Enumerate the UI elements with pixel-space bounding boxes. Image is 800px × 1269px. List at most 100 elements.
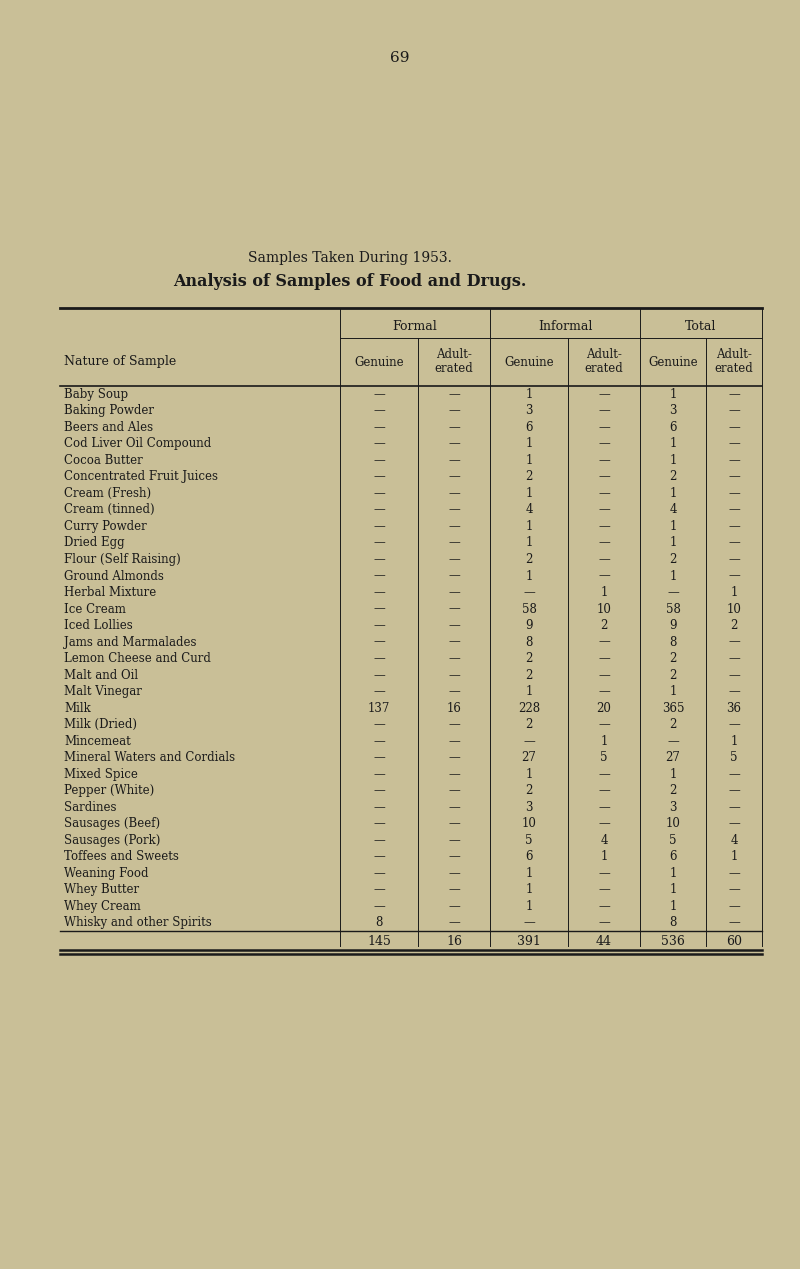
Text: 8: 8: [670, 636, 677, 648]
Text: erated: erated: [585, 362, 623, 374]
Text: —: —: [448, 669, 460, 681]
Text: —: —: [373, 421, 385, 434]
Text: —: —: [728, 900, 740, 912]
Text: 1: 1: [670, 883, 677, 896]
Text: —: —: [598, 883, 610, 896]
Text: 1: 1: [670, 487, 677, 500]
Text: 2: 2: [670, 718, 677, 731]
Text: 3: 3: [670, 405, 677, 418]
Text: Sausages (Pork): Sausages (Pork): [64, 834, 160, 846]
Text: —: —: [373, 438, 385, 450]
Text: Concentrated Fruit Juices: Concentrated Fruit Juices: [64, 471, 218, 483]
Text: —: —: [598, 900, 610, 912]
Text: Cream (Fresh): Cream (Fresh): [64, 487, 151, 500]
Text: —: —: [448, 553, 460, 566]
Text: —: —: [373, 834, 385, 846]
Text: Adult-: Adult-: [716, 348, 752, 360]
Text: 27: 27: [666, 751, 681, 764]
Text: —: —: [448, 586, 460, 599]
Text: —: —: [728, 652, 740, 665]
Text: 3: 3: [526, 801, 533, 813]
Text: Sausages (Beef): Sausages (Beef): [64, 817, 160, 830]
Text: —: —: [373, 768, 385, 780]
Text: Ice Cream: Ice Cream: [64, 603, 126, 615]
Text: 391: 391: [517, 935, 541, 948]
Text: —: —: [373, 850, 385, 863]
Text: Cream (tinned): Cream (tinned): [64, 504, 154, 516]
Text: Cod Liver Oil Compound: Cod Liver Oil Compound: [64, 438, 211, 450]
Text: —: —: [448, 520, 460, 533]
Text: —: —: [373, 471, 385, 483]
Text: 2: 2: [600, 619, 608, 632]
Text: —: —: [373, 751, 385, 764]
Text: Baking Powder: Baking Powder: [64, 405, 154, 418]
Text: 4: 4: [730, 834, 738, 846]
Text: —: —: [728, 669, 740, 681]
Text: 4: 4: [526, 504, 533, 516]
Text: 2: 2: [526, 471, 533, 483]
Text: Whisky and other Spirits: Whisky and other Spirits: [64, 916, 212, 929]
Text: 1: 1: [730, 586, 738, 599]
Text: —: —: [448, 471, 460, 483]
Text: 1: 1: [670, 685, 677, 698]
Text: Milk: Milk: [64, 702, 90, 714]
Text: 9: 9: [670, 619, 677, 632]
Text: 1: 1: [526, 768, 533, 780]
Text: —: —: [728, 685, 740, 698]
Text: —: —: [448, 751, 460, 764]
Text: —: —: [448, 504, 460, 516]
Text: Pepper (White): Pepper (White): [64, 784, 154, 797]
Text: 3: 3: [670, 801, 677, 813]
Text: Whey Cream: Whey Cream: [64, 900, 141, 912]
Text: 536: 536: [661, 935, 685, 948]
Text: —: —: [373, 586, 385, 599]
Text: —: —: [373, 652, 385, 665]
Text: —: —: [598, 454, 610, 467]
Text: —: —: [598, 438, 610, 450]
Text: 16: 16: [446, 935, 462, 948]
Text: Sardines: Sardines: [64, 801, 117, 813]
Text: 58: 58: [522, 603, 537, 615]
Text: —: —: [448, 421, 460, 434]
Text: 1: 1: [526, 883, 533, 896]
Text: —: —: [598, 405, 610, 418]
Text: Mincemeat: Mincemeat: [64, 735, 130, 747]
Text: —: —: [373, 504, 385, 516]
Text: —: —: [373, 636, 385, 648]
Text: 1: 1: [670, 867, 677, 879]
Text: Herbal Mixture: Herbal Mixture: [64, 586, 156, 599]
Text: —: —: [448, 487, 460, 500]
Text: 2: 2: [670, 784, 677, 797]
Text: —: —: [448, 817, 460, 830]
Text: —: —: [373, 537, 385, 549]
Text: 10: 10: [597, 603, 611, 615]
Text: 3: 3: [526, 405, 533, 418]
Text: —: —: [373, 669, 385, 681]
Text: —: —: [448, 405, 460, 418]
Text: Weaning Food: Weaning Food: [64, 867, 149, 879]
Text: 4: 4: [670, 504, 677, 516]
Text: —: —: [373, 900, 385, 912]
Text: 1: 1: [670, 438, 677, 450]
Text: —: —: [598, 570, 610, 582]
Text: —: —: [373, 619, 385, 632]
Text: —: —: [667, 586, 679, 599]
Text: 2: 2: [730, 619, 738, 632]
Text: Genuine: Genuine: [354, 355, 404, 368]
Text: —: —: [728, 471, 740, 483]
Text: 1: 1: [526, 867, 533, 879]
Text: 1: 1: [600, 586, 608, 599]
Text: —: —: [523, 735, 535, 747]
Text: —: —: [598, 421, 610, 434]
Text: 2: 2: [526, 652, 533, 665]
Text: 1: 1: [670, 537, 677, 549]
Text: —: —: [728, 487, 740, 500]
Text: —: —: [728, 768, 740, 780]
Text: —: —: [373, 685, 385, 698]
Text: —: —: [523, 916, 535, 929]
Text: —: —: [373, 487, 385, 500]
Text: 4: 4: [600, 834, 608, 846]
Text: —: —: [598, 669, 610, 681]
Text: Nature of Sample: Nature of Sample: [64, 355, 176, 368]
Text: —: —: [448, 537, 460, 549]
